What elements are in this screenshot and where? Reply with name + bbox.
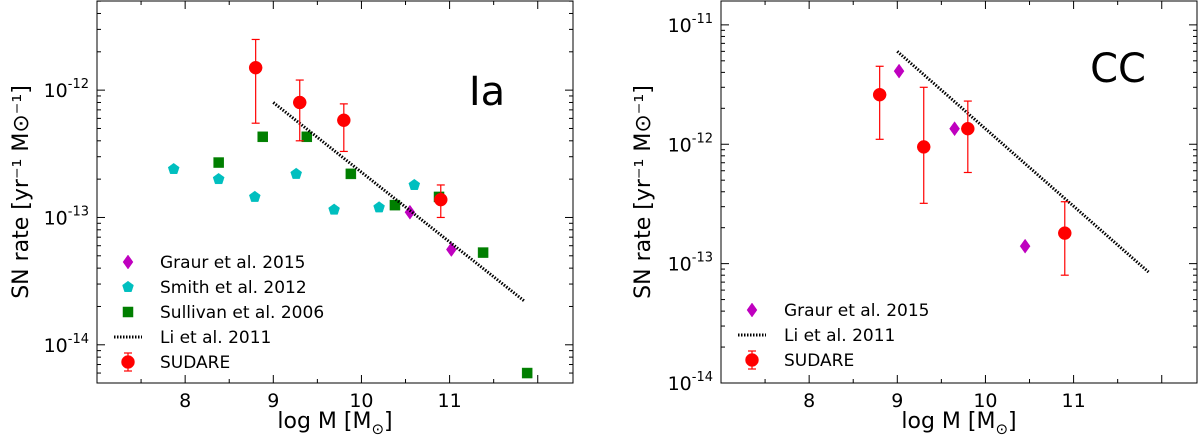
legend-entry: SUDARE xyxy=(121,352,230,373)
x-tick-label: 11 xyxy=(1061,390,1085,412)
x-axis-label: log M [M⊙] xyxy=(901,409,1016,435)
data-point xyxy=(212,172,225,185)
x-tick-label: 8 xyxy=(803,390,815,412)
data-point xyxy=(446,242,457,257)
legend-entry: Li et al. 2011 xyxy=(738,326,895,346)
data-point xyxy=(1058,226,1072,240)
x-tick-label: 8 xyxy=(179,390,191,412)
data-point xyxy=(434,192,448,207)
y-tick-label: 10-13 xyxy=(44,204,89,229)
series-sudare xyxy=(248,38,448,219)
data-point xyxy=(249,190,261,202)
data-point xyxy=(337,113,351,128)
legend-swatch xyxy=(121,355,135,369)
x-tick-label: 11 xyxy=(437,390,461,412)
x-tick-label: 9 xyxy=(267,390,279,412)
y-tick-label: 10-12 xyxy=(44,77,89,102)
data-point xyxy=(213,157,224,168)
x-axis-label: log M [M⊙] xyxy=(277,409,392,435)
trend-line xyxy=(272,101,526,303)
legend-entry: Graur et al. 2015 xyxy=(122,253,306,273)
data-point xyxy=(477,247,489,258)
data-point xyxy=(345,168,357,180)
x-tick-label: 10 xyxy=(973,390,997,412)
series-sudare xyxy=(872,65,1072,276)
data-point xyxy=(257,131,268,143)
data-point xyxy=(301,131,313,143)
y-tick-label: 10-13 xyxy=(668,251,713,276)
legend-entry: Smith et al. 2012 xyxy=(122,278,307,298)
data-point xyxy=(521,367,533,379)
y-axis-label: SN rate [yr⁻¹ M⊙⁻¹] xyxy=(631,85,656,299)
data-point xyxy=(389,199,401,211)
legend-swatch xyxy=(746,302,758,318)
data-point xyxy=(248,60,263,75)
panel-label: Ia xyxy=(469,69,505,115)
legend-label: Li et al. 2011 xyxy=(160,328,271,348)
data-point xyxy=(408,178,421,190)
legend-label: Smith et al. 2012 xyxy=(160,278,307,298)
x-tick-label: 9 xyxy=(891,390,903,412)
data-point xyxy=(949,121,960,137)
y-tick-label: 10-14 xyxy=(668,370,713,395)
legend-label: Graur et al. 2015 xyxy=(160,253,306,273)
legend-entry: Graur et al. 2015 xyxy=(746,301,930,321)
y-tick-label: 10-12 xyxy=(668,131,713,156)
plot-frame xyxy=(96,0,574,384)
data-point xyxy=(373,201,385,213)
series-smith-et-al-2012 xyxy=(167,162,421,215)
data-point xyxy=(916,140,931,154)
legend-entry: Sullivan et al. 2006 xyxy=(122,303,324,323)
legend-entry: SUDARE xyxy=(745,350,854,371)
legend-label: SUDARE xyxy=(784,351,854,371)
data-point xyxy=(328,203,340,215)
legend-label: SUDARE xyxy=(160,353,230,373)
legend-label: Sullivan et al. 2006 xyxy=(160,303,324,323)
legend-label: Li et al. 2011 xyxy=(784,326,895,346)
series-graur-et-al-2015 xyxy=(893,63,1031,254)
data-point xyxy=(167,162,180,174)
legend-label: Graur et al. 2015 xyxy=(784,301,930,321)
panel-label: CC xyxy=(1090,46,1146,92)
legend-swatch xyxy=(122,306,134,318)
data-point xyxy=(961,121,975,136)
legend-entry: Li et al. 2011 xyxy=(114,328,271,348)
legend-swatch xyxy=(122,280,134,292)
data-point xyxy=(893,63,905,79)
data-point xyxy=(872,87,887,102)
x-tick-label: 10 xyxy=(349,390,373,412)
y-tick-label: 10-11 xyxy=(668,12,713,37)
data-point xyxy=(292,95,307,110)
data-point xyxy=(290,167,302,179)
y-axis-label: SN rate [yr⁻¹ M⊙⁻¹] xyxy=(9,85,34,299)
legend-swatch xyxy=(745,353,759,367)
chart-panel-2: 8 9 10 11 10-14 10-13 10-12 10-11 log M [M⊙] SN r… xyxy=(631,0,1198,435)
chart-panel-1: 8 9 10 11 10-14 10-13 10-12 log M [M⊙] SN rate [… xyxy=(9,0,574,435)
legend-swatch xyxy=(122,254,134,270)
data-point xyxy=(1019,238,1031,254)
y-tick-label: 10-14 xyxy=(44,332,89,357)
series-li-et-al-2011 xyxy=(272,101,526,303)
